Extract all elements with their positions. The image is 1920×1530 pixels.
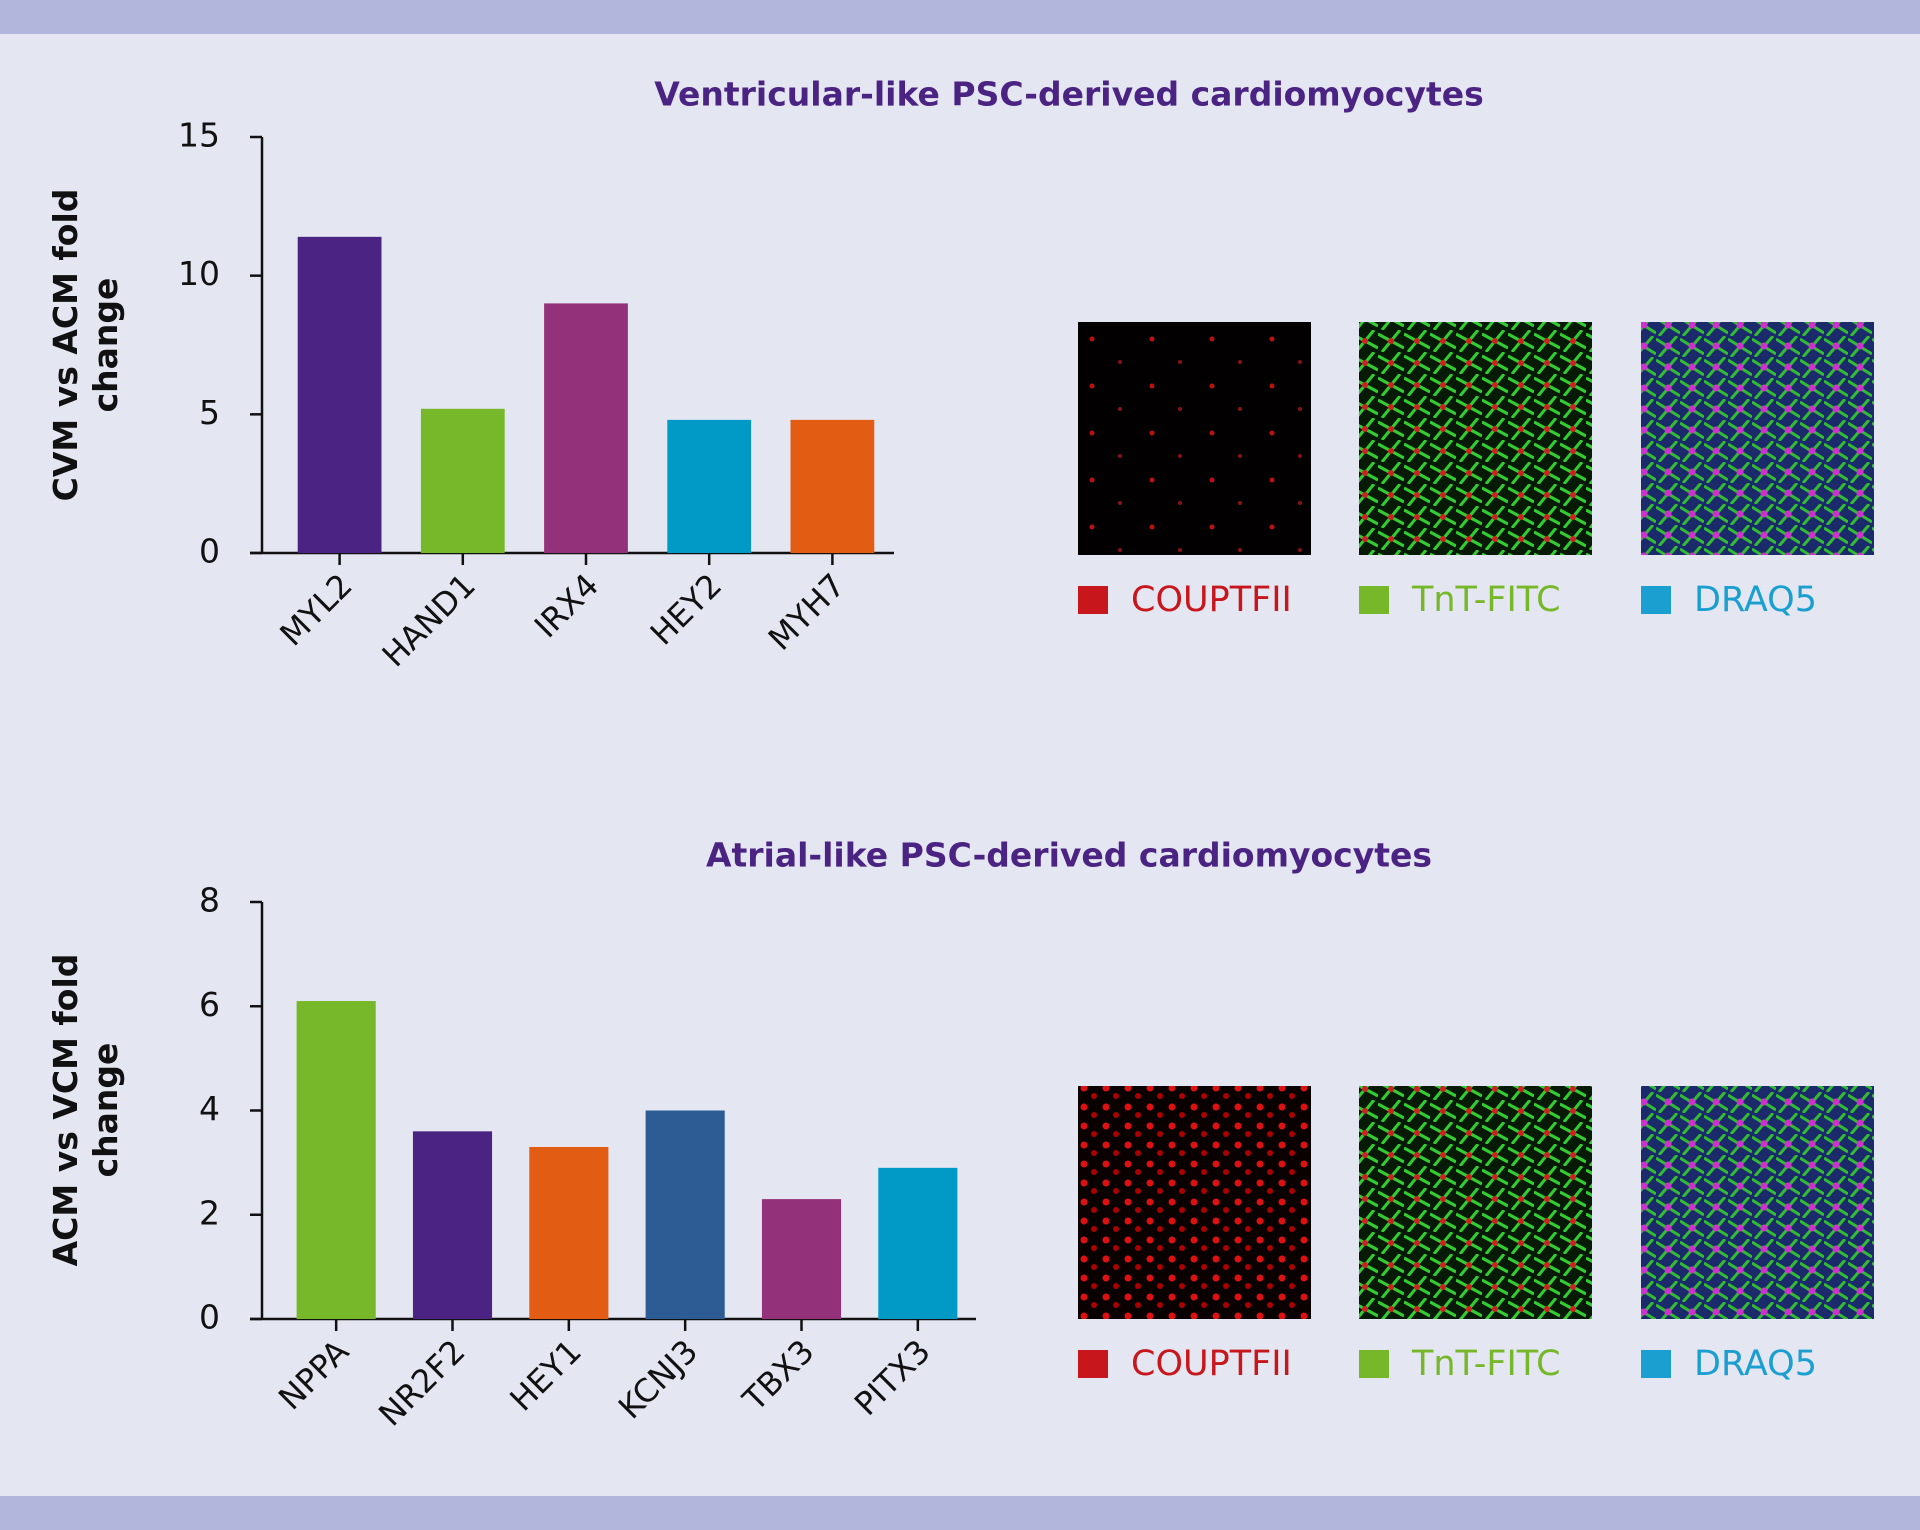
y-tick-label: 15: [178, 116, 220, 155]
y-tick-label: 8: [199, 881, 220, 920]
bar: [296, 1001, 376, 1319]
y-axis-label: ACM vs VCM fold change: [46, 953, 125, 1267]
legend-label: COUPTFII: [1131, 1344, 1292, 1384]
legend-swatch: [1641, 586, 1671, 614]
micrograph: [1078, 1086, 1311, 1319]
x-tick-label: TBX3: [735, 1332, 822, 1419]
bar: [420, 408, 505, 553]
bar: [878, 1167, 958, 1319]
top-band: [0, 0, 1920, 34]
legend-label: DRAQ5: [1694, 1344, 1817, 1384]
y-tick-label: 10: [178, 254, 220, 293]
x-tick-label: PITX3: [847, 1332, 938, 1423]
x-tick-label: HEY1: [502, 1332, 588, 1418]
y-tick-label: 5: [199, 393, 220, 432]
legend-label: TnT-FITC: [1411, 1344, 1561, 1384]
x-tick-label: NR2F2: [371, 1332, 472, 1433]
y-tick-label: 4: [199, 1089, 220, 1128]
legend-label: COUPTFII: [1131, 580, 1292, 620]
bar: [297, 236, 382, 553]
chart-title: Atrial-like PSC-derived cardiomyocytes: [706, 836, 1432, 875]
bar: [761, 1199, 842, 1319]
legend-swatch: [1359, 1350, 1389, 1378]
bar: [412, 1131, 493, 1319]
x-tick-label: HAND1: [375, 566, 483, 674]
bar: [544, 303, 628, 553]
micrograph: [1641, 322, 1874, 555]
y-axis-label: CVM vs ACM fold change: [46, 188, 125, 502]
micrograph: [1641, 1086, 1874, 1319]
chart-title: Ventricular-like PSC-derived cardiomyocy…: [654, 75, 1484, 114]
bar: [790, 419, 875, 553]
x-tick-label: MYL2: [272, 566, 359, 653]
y-tick-label: 0: [199, 532, 220, 571]
legend-label: TnT-FITC: [1411, 580, 1561, 620]
x-tick-label: IRX4: [527, 566, 606, 645]
x-tick-label: NPPA: [271, 1332, 356, 1417]
x-tick-label: HEY2: [643, 566, 729, 652]
bottom-band: [0, 1496, 1920, 1530]
bar: [645, 1110, 725, 1319]
legend-swatch: [1078, 1350, 1108, 1378]
y-tick-label: 0: [199, 1298, 220, 1337]
legend-swatch: [1078, 586, 1108, 614]
bar: [529, 1146, 609, 1319]
micrograph: [1359, 1086, 1592, 1319]
micrograph: [1359, 322, 1592, 555]
legend-swatch: [1641, 1350, 1671, 1378]
bar: [667, 419, 752, 553]
y-tick-label: 6: [199, 985, 220, 1024]
legend-swatch: [1359, 586, 1389, 614]
x-tick-label: KCNJ3: [611, 1332, 705, 1426]
legend-label: DRAQ5: [1694, 580, 1817, 620]
x-tick-label: MYH7: [761, 566, 853, 658]
y-tick-label: 2: [199, 1193, 220, 1232]
micrograph: [1078, 322, 1311, 555]
